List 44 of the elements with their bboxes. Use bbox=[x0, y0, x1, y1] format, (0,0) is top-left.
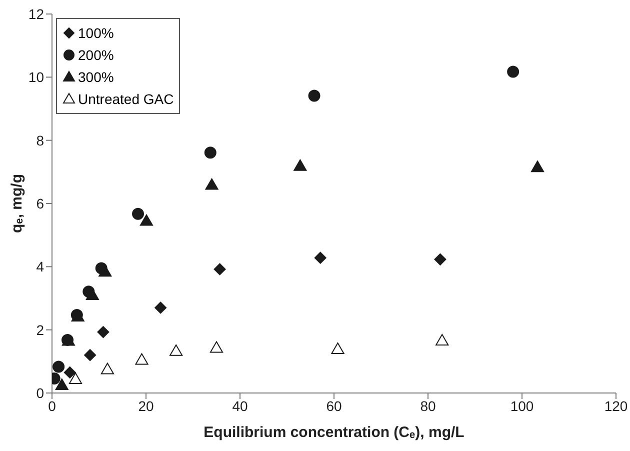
x-axis-title: Equilibrium concentration (Cₑ), mg/L bbox=[204, 424, 464, 441]
x-tick-label: 100 bbox=[510, 398, 534, 414]
x-tick-label: 80 bbox=[420, 398, 436, 414]
y-axis-title: qₑ, mg/g bbox=[8, 174, 26, 233]
point bbox=[214, 263, 226, 276]
point bbox=[294, 159, 307, 171]
point bbox=[436, 334, 449, 346]
point bbox=[210, 341, 224, 353]
point bbox=[331, 342, 344, 354]
legend-label: 200% bbox=[78, 46, 114, 65]
x-tick-label: 20 bbox=[138, 398, 154, 414]
point bbox=[140, 214, 154, 226]
point bbox=[97, 326, 110, 338]
point bbox=[154, 302, 167, 314]
y-tick-label: 6 bbox=[36, 195, 44, 212]
y-tick-label: 4 bbox=[36, 258, 44, 275]
point bbox=[55, 378, 68, 390]
point bbox=[132, 208, 144, 220]
x-tick-label: 60 bbox=[326, 398, 342, 414]
y-tick-label: 0 bbox=[36, 384, 44, 401]
x-tick-label: 0 bbox=[48, 398, 56, 414]
y-tick-label: 10 bbox=[28, 69, 44, 86]
point bbox=[170, 344, 183, 356]
point bbox=[68, 372, 82, 384]
point bbox=[64, 366, 76, 378]
y-tick-label: 8 bbox=[36, 132, 44, 148]
point bbox=[530, 160, 544, 172]
point bbox=[308, 90, 320, 102]
y-tick-label: 2 bbox=[36, 322, 44, 338]
point bbox=[84, 349, 96, 362]
point bbox=[314, 252, 326, 264]
point bbox=[52, 360, 65, 373]
point bbox=[204, 146, 216, 159]
legend-label: Untreated GAC bbox=[78, 90, 174, 109]
point bbox=[507, 66, 520, 78]
point bbox=[135, 353, 148, 365]
y-tick-label: 12 bbox=[28, 6, 44, 22]
point bbox=[100, 362, 114, 374]
legend-label: 300% bbox=[78, 68, 114, 87]
point bbox=[205, 178, 218, 190]
point bbox=[434, 253, 446, 266]
x-tick-label: 40 bbox=[232, 398, 248, 414]
x-tick-label: 120 bbox=[604, 398, 628, 414]
legend-label: 100% bbox=[78, 24, 114, 43]
